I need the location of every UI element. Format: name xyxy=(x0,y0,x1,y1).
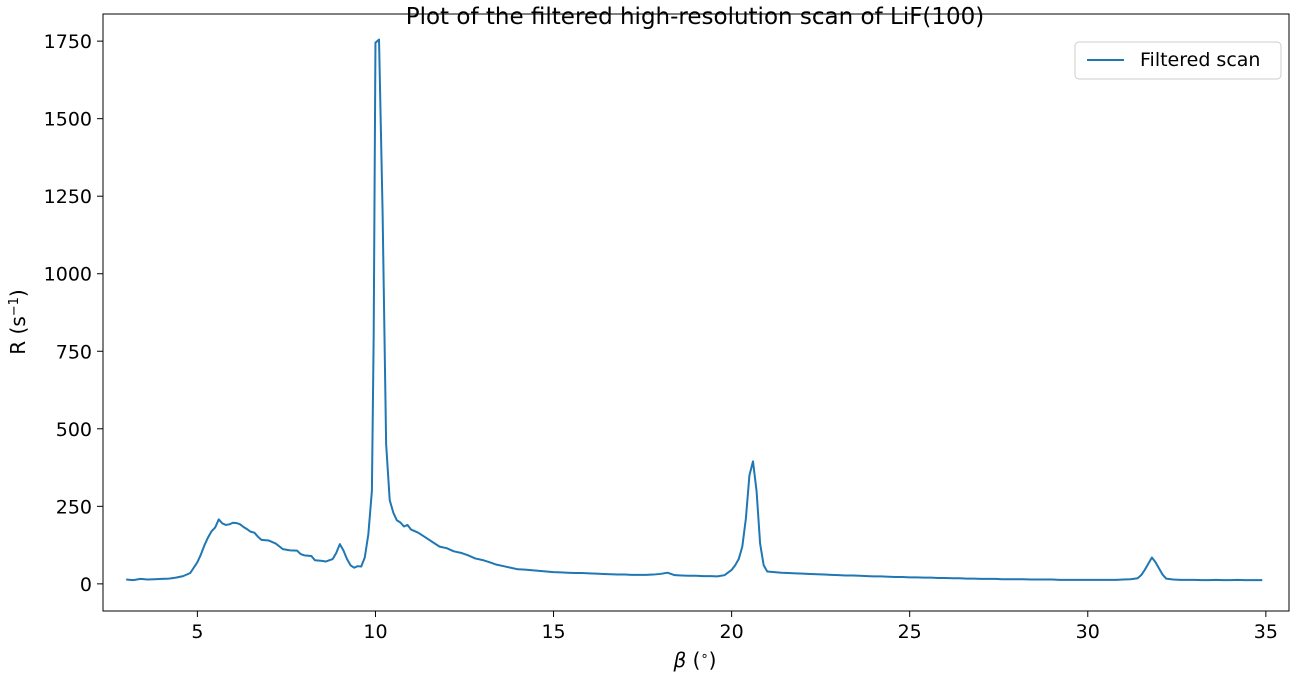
y-axis-label-base: R (s xyxy=(6,316,30,354)
x-tick-label: 25 xyxy=(898,621,922,643)
legend-label-filtered-scan: Filtered scan xyxy=(1140,49,1260,71)
x-tick-label: 10 xyxy=(363,621,387,643)
y-axis-label-sup: −1 xyxy=(7,297,22,316)
y-tick-label: 1000 xyxy=(44,264,92,286)
x-tick-label: 15 xyxy=(541,621,565,643)
y-axis-label: R (s−1) xyxy=(6,289,30,354)
y-tick-label: 1500 xyxy=(44,109,92,131)
series-line-filtered-scan xyxy=(126,38,1263,582)
y-tick-label: 500 xyxy=(56,419,92,441)
x-axis-label: β (∘) xyxy=(673,648,717,672)
legend-box xyxy=(1074,41,1282,80)
x-axis-label-unit-open: ( xyxy=(686,648,700,672)
plot-frame xyxy=(102,13,1290,612)
x-tick-label: 20 xyxy=(720,621,744,643)
legend: Filtered scan xyxy=(1074,41,1282,80)
y-tick-label: 0 xyxy=(80,574,92,596)
x-tick-label: 30 xyxy=(1076,621,1100,643)
x-axis-label-unit-close: ) xyxy=(709,648,717,672)
y-axis-label-close: ) xyxy=(6,289,30,297)
plot-area: 5 10 15 20 25 30 35 0 250 500 750 1000 1250 1500 1750 xyxy=(44,13,1290,643)
y-tick-label: 250 xyxy=(56,496,92,518)
x-axis-label-unit-sup: ∘ xyxy=(700,649,708,664)
y-tick-label: 1750 xyxy=(44,31,92,53)
x-tick-label: 5 xyxy=(191,621,203,643)
y-tick-label: 750 xyxy=(56,341,92,363)
x-tick-label: 35 xyxy=(1254,621,1278,643)
chart-title: Plot of the filtered high-resolution sca… xyxy=(406,4,985,30)
y-tick-label: 1250 xyxy=(44,186,92,208)
axis-ticks: 5 10 15 20 25 30 35 0 250 500 750 1000 1250 1500 1750 xyxy=(44,31,1278,643)
x-axis-label-symbol: β xyxy=(673,648,687,672)
